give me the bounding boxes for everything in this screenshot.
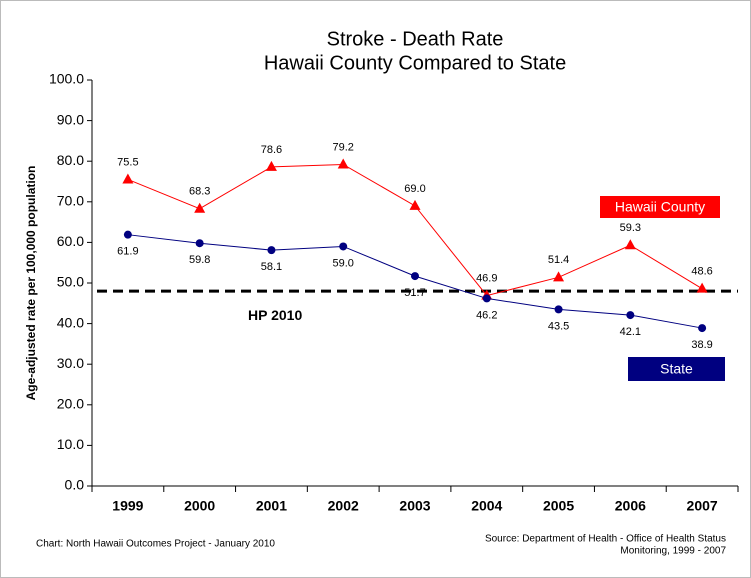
x-tick-label: 1999 xyxy=(112,498,143,514)
y-tick-label: 40.0 xyxy=(57,314,84,330)
data-label: 51.7 xyxy=(404,287,425,299)
x-tick-label: 2001 xyxy=(256,498,287,514)
y-tick-label: 50.0 xyxy=(57,274,84,290)
data-label: 59.8 xyxy=(189,254,210,266)
data-label: 46.2 xyxy=(476,309,497,321)
y-axis-label: Age-adjusted rate per 100,000 population xyxy=(24,166,38,401)
data-label: 61.9 xyxy=(117,246,138,258)
marker xyxy=(626,311,635,320)
y-tick-label: 70.0 xyxy=(57,193,84,209)
data-label: 43.5 xyxy=(548,320,569,332)
data-label: 69.0 xyxy=(404,183,425,195)
data-label: 79.2 xyxy=(333,141,354,153)
y-tick-label: 0.0 xyxy=(65,477,85,493)
data-label: 58.1 xyxy=(261,261,282,273)
chart-title: Stroke - Death Rate xyxy=(327,28,504,50)
marker xyxy=(482,294,491,303)
marker xyxy=(194,202,206,213)
data-label: 59.3 xyxy=(620,222,641,234)
chart-subtitle: Hawaii County Compared to State xyxy=(264,52,566,74)
legend-box xyxy=(628,357,725,381)
y-tick-label: 10.0 xyxy=(57,436,84,452)
data-label: 48.6 xyxy=(691,266,712,278)
x-tick-label: 2002 xyxy=(328,498,359,514)
x-tick-label: 2006 xyxy=(615,498,646,514)
source: Monitoring, 1999 - 2007 xyxy=(620,546,726,557)
marker xyxy=(624,239,636,250)
marker xyxy=(698,324,707,333)
y-tick-label: 80.0 xyxy=(57,152,84,168)
legend-label: Hawaii County xyxy=(615,199,705,215)
data-label: 38.9 xyxy=(691,339,712,351)
marker xyxy=(553,271,565,282)
x-tick-label: 2003 xyxy=(399,498,430,514)
data-label: 68.3 xyxy=(189,186,210,198)
marker xyxy=(123,230,132,239)
data-label: 46.9 xyxy=(476,272,497,284)
marker xyxy=(411,272,419,281)
marker xyxy=(195,239,204,248)
marker xyxy=(265,160,277,171)
marker xyxy=(122,173,134,184)
marker xyxy=(337,158,349,169)
note: Chart: North Hawaii Outcomes Project - J… xyxy=(36,539,275,550)
data-label: 59.0 xyxy=(333,257,354,269)
marker xyxy=(696,282,708,293)
y-tick-label: 20.0 xyxy=(57,396,84,412)
marker xyxy=(554,305,563,314)
marker xyxy=(409,199,421,210)
data-label: 78.6 xyxy=(261,144,282,156)
marker xyxy=(267,246,276,255)
legend-label: State xyxy=(660,361,693,377)
reference-label: HP 2010 xyxy=(248,307,302,323)
x-tick-label: 2007 xyxy=(687,498,718,514)
y-tick-label: 60.0 xyxy=(57,233,84,249)
y-tick-label: 30.0 xyxy=(57,355,84,371)
source: Source: Department of Health - Office of… xyxy=(485,534,726,545)
y-tick-label: 100.0 xyxy=(49,71,84,87)
data-label: 42.1 xyxy=(620,326,641,338)
x-tick-label: 2005 xyxy=(543,498,574,514)
x-tick-label: 2004 xyxy=(471,498,502,514)
data-label: 75.5 xyxy=(117,156,138,168)
legend-box xyxy=(600,196,720,218)
x-tick-label: 2000 xyxy=(184,498,215,514)
data-label: 51.4 xyxy=(548,254,569,266)
y-tick-label: 90.0 xyxy=(57,111,84,127)
marker xyxy=(339,242,348,251)
